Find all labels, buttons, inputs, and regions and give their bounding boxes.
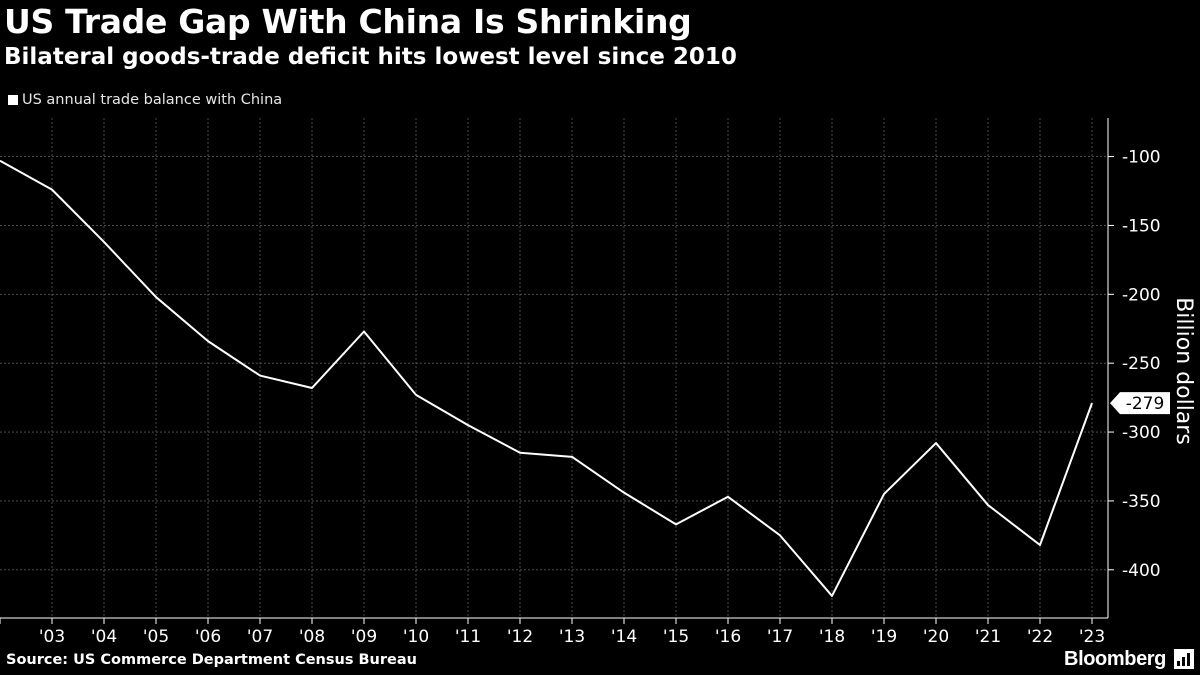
series-line <box>0 159 1093 597</box>
x-tick-label: '15 <box>663 627 689 647</box>
x-tick-label: '10 <box>403 627 429 647</box>
x-tick-label: '06 <box>195 627 221 647</box>
x-tick-label: '04 <box>91 627 117 647</box>
y-axis-title: Billion dollars <box>1171 297 1196 445</box>
x-tick-label: '07 <box>247 627 273 647</box>
x-tick-label: '09 <box>351 627 377 647</box>
x-tick-label: '05 <box>143 627 169 647</box>
y-tick-label: -400 <box>1122 561 1161 581</box>
y-tick-label: -100 <box>1122 148 1161 168</box>
y-tick-label: -250 <box>1122 354 1161 374</box>
legend-swatch <box>8 95 18 105</box>
x-tick-label: '23 <box>1079 627 1105 647</box>
y-tick-label: -350 <box>1122 492 1161 512</box>
chart-subtitle: Bilateral goods-trade deficit hits lowes… <box>4 44 737 70</box>
x-tick-label: '22 <box>1027 627 1053 647</box>
x-tick-label: '20 <box>923 627 949 647</box>
value-callout-label: -279 <box>1126 394 1165 414</box>
x-tick-label: '18 <box>819 627 845 647</box>
bloomberg-mark-icon <box>1174 649 1194 669</box>
x-tick-label: '11 <box>455 627 481 647</box>
chart-title: US Trade Gap With China Is Shrinking <box>4 2 692 41</box>
x-tick-label: '19 <box>871 627 897 647</box>
x-tick-label: '03 <box>39 627 65 647</box>
x-tick-label: '14 <box>611 627 637 647</box>
bloomberg-logo: Bloomberg <box>1064 648 1166 670</box>
value-callout <box>1110 392 1170 415</box>
x-tick-label: '12 <box>507 627 533 647</box>
y-tick-label: -150 <box>1122 216 1161 236</box>
x-tick-label: '21 <box>975 627 1001 647</box>
x-tick-label: '16 <box>715 627 741 647</box>
y-tick-label: -200 <box>1122 285 1161 305</box>
source-note: Source: US Commerce Department Census Bu… <box>6 652 417 668</box>
y-tick-label: -300 <box>1122 423 1161 443</box>
x-tick-label: '17 <box>767 627 793 647</box>
x-tick-label: '13 <box>559 627 585 647</box>
x-tick-label: '08 <box>299 627 325 647</box>
legend: US annual trade balance with China <box>8 92 282 108</box>
legend-label: US annual trade balance with China <box>22 92 283 108</box>
